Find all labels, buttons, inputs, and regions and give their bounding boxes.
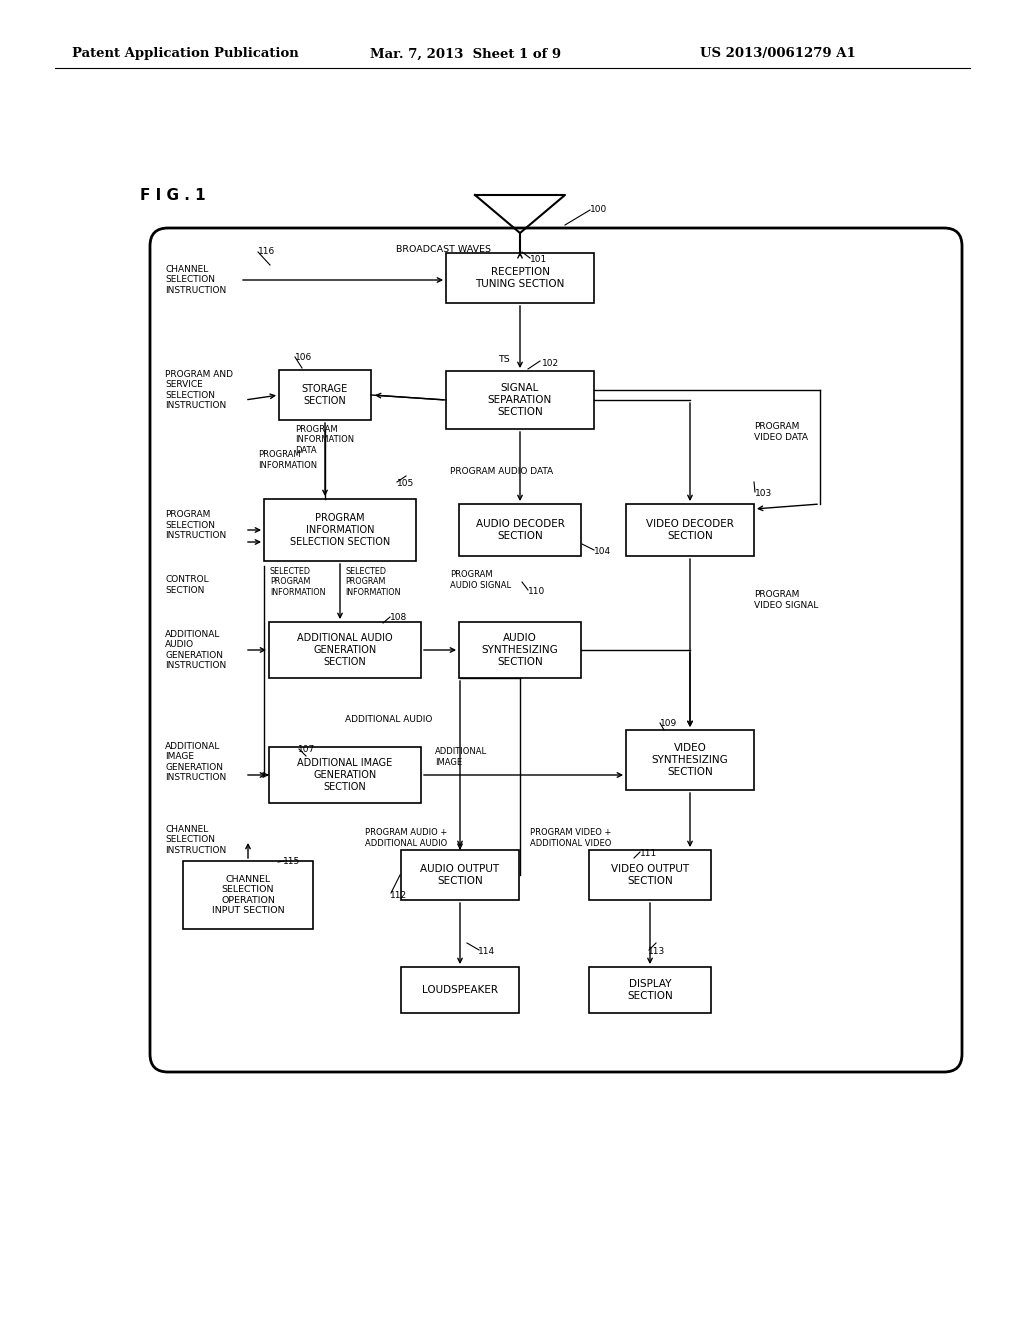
Bar bbox=[459, 622, 581, 678]
Bar bbox=[183, 861, 313, 929]
Text: F I G . 1: F I G . 1 bbox=[140, 187, 206, 202]
Text: ADDITIONAL
IMAGE: ADDITIONAL IMAGE bbox=[435, 747, 487, 767]
Text: 112: 112 bbox=[390, 891, 408, 899]
Text: 104: 104 bbox=[594, 548, 611, 557]
Bar bbox=[446, 371, 594, 429]
Text: PROGRAM VIDEO +
ADDITIONAL VIDEO: PROGRAM VIDEO + ADDITIONAL VIDEO bbox=[530, 829, 611, 847]
Text: 116: 116 bbox=[258, 248, 275, 256]
Text: AUDIO OUTPUT
SECTION: AUDIO OUTPUT SECTION bbox=[421, 865, 500, 886]
FancyBboxPatch shape bbox=[150, 228, 962, 1072]
Bar bbox=[269, 622, 421, 678]
Text: 111: 111 bbox=[640, 849, 657, 858]
Text: RECEPTION
TUNING SECTION: RECEPTION TUNING SECTION bbox=[475, 267, 564, 289]
Text: PROGRAM AUDIO +
ADDITIONAL AUDIO: PROGRAM AUDIO + ADDITIONAL AUDIO bbox=[365, 829, 447, 847]
Text: 100: 100 bbox=[590, 206, 607, 214]
Bar bbox=[269, 747, 421, 803]
Bar bbox=[279, 370, 371, 420]
Text: 110: 110 bbox=[528, 587, 545, 597]
Bar bbox=[459, 504, 581, 556]
Text: PROGRAM AND
SERVICE
SELECTION
INSTRUCTION: PROGRAM AND SERVICE SELECTION INSTRUCTIO… bbox=[165, 370, 233, 411]
Text: 102: 102 bbox=[542, 359, 559, 367]
Text: Patent Application Publication: Patent Application Publication bbox=[72, 48, 299, 61]
Text: Mar. 7, 2013  Sheet 1 of 9: Mar. 7, 2013 Sheet 1 of 9 bbox=[370, 48, 561, 61]
Text: LOUDSPEAKER: LOUDSPEAKER bbox=[422, 985, 498, 995]
Text: AUDIO
SYNTHESIZING
SECTION: AUDIO SYNTHESIZING SECTION bbox=[481, 634, 558, 667]
Text: PROGRAM AUDIO DATA: PROGRAM AUDIO DATA bbox=[450, 467, 553, 477]
Text: ADDITIONAL IMAGE
GENERATION
SECTION: ADDITIONAL IMAGE GENERATION SECTION bbox=[297, 759, 392, 792]
Bar bbox=[264, 499, 416, 561]
Text: CHANNEL
SELECTION
INSTRUCTION: CHANNEL SELECTION INSTRUCTION bbox=[165, 825, 226, 855]
Text: TS: TS bbox=[498, 355, 510, 364]
Text: VIDEO DECODER
SECTION: VIDEO DECODER SECTION bbox=[646, 519, 734, 541]
Text: SELECTED
PROGRAM
INFORMATION: SELECTED PROGRAM INFORMATION bbox=[270, 568, 326, 597]
Text: AUDIO DECODER
SECTION: AUDIO DECODER SECTION bbox=[475, 519, 564, 541]
Text: CHANNEL
SELECTION
OPERATION
INPUT SECTION: CHANNEL SELECTION OPERATION INPUT SECTIO… bbox=[212, 875, 285, 915]
Bar bbox=[401, 850, 519, 900]
Text: PROGRAM
VIDEO DATA: PROGRAM VIDEO DATA bbox=[754, 422, 808, 442]
Text: ADDITIONAL
IMAGE
GENERATION
INSTRUCTION: ADDITIONAL IMAGE GENERATION INSTRUCTION bbox=[165, 742, 226, 781]
Text: 106: 106 bbox=[295, 354, 312, 363]
Text: PROGRAM
INFORMATION
SELECTION SECTION: PROGRAM INFORMATION SELECTION SECTION bbox=[290, 513, 390, 546]
Text: VIDEO OUTPUT
SECTION: VIDEO OUTPUT SECTION bbox=[611, 865, 689, 886]
Text: CHANNEL
SELECTION
INSTRUCTION: CHANNEL SELECTION INSTRUCTION bbox=[165, 265, 226, 294]
Bar bbox=[626, 504, 754, 556]
Text: 108: 108 bbox=[390, 614, 408, 623]
Text: SIGNAL
SEPARATION
SECTION: SIGNAL SEPARATION SECTION bbox=[487, 383, 552, 417]
Text: STORAGE
SECTION: STORAGE SECTION bbox=[302, 384, 348, 405]
Text: 105: 105 bbox=[397, 479, 415, 488]
Text: PROGRAM
INFORMATION: PROGRAM INFORMATION bbox=[258, 450, 317, 470]
Text: PROGRAM
SELECTION
INSTRUCTION: PROGRAM SELECTION INSTRUCTION bbox=[165, 510, 226, 540]
Bar bbox=[589, 968, 711, 1012]
Text: SELECTED
PROGRAM
INFORMATION: SELECTED PROGRAM INFORMATION bbox=[345, 568, 400, 597]
Text: 103: 103 bbox=[755, 490, 772, 499]
Text: ADDITIONAL
AUDIO
GENERATION
INSTRUCTION: ADDITIONAL AUDIO GENERATION INSTRUCTION bbox=[165, 630, 226, 671]
Text: CONTROL
SECTION: CONTROL SECTION bbox=[165, 576, 209, 595]
Bar bbox=[589, 850, 711, 900]
Text: PROGRAM
VIDEO SIGNAL: PROGRAM VIDEO SIGNAL bbox=[754, 590, 818, 610]
Bar bbox=[446, 253, 594, 304]
Text: 107: 107 bbox=[298, 746, 315, 755]
Text: BROADCAST WAVES: BROADCAST WAVES bbox=[396, 246, 490, 255]
Bar bbox=[626, 730, 754, 789]
Bar bbox=[401, 968, 519, 1012]
Text: 109: 109 bbox=[660, 719, 677, 729]
Text: PROGRAM
INFORMATION
DATA: PROGRAM INFORMATION DATA bbox=[295, 425, 354, 455]
Text: US 2013/0061279 A1: US 2013/0061279 A1 bbox=[700, 48, 856, 61]
Text: VIDEO
SYNTHESIZING
SECTION: VIDEO SYNTHESIZING SECTION bbox=[651, 743, 728, 776]
Text: DISPLAY
SECTION: DISPLAY SECTION bbox=[627, 979, 673, 1001]
Text: 115: 115 bbox=[283, 858, 300, 866]
Text: 114: 114 bbox=[478, 948, 496, 957]
Text: ADDITIONAL AUDIO: ADDITIONAL AUDIO bbox=[345, 715, 432, 725]
Text: PROGRAM
AUDIO SIGNAL: PROGRAM AUDIO SIGNAL bbox=[450, 570, 511, 590]
Text: ADDITIONAL AUDIO
GENERATION
SECTION: ADDITIONAL AUDIO GENERATION SECTION bbox=[297, 634, 393, 667]
Text: 101: 101 bbox=[530, 256, 547, 264]
Text: 113: 113 bbox=[648, 948, 666, 957]
